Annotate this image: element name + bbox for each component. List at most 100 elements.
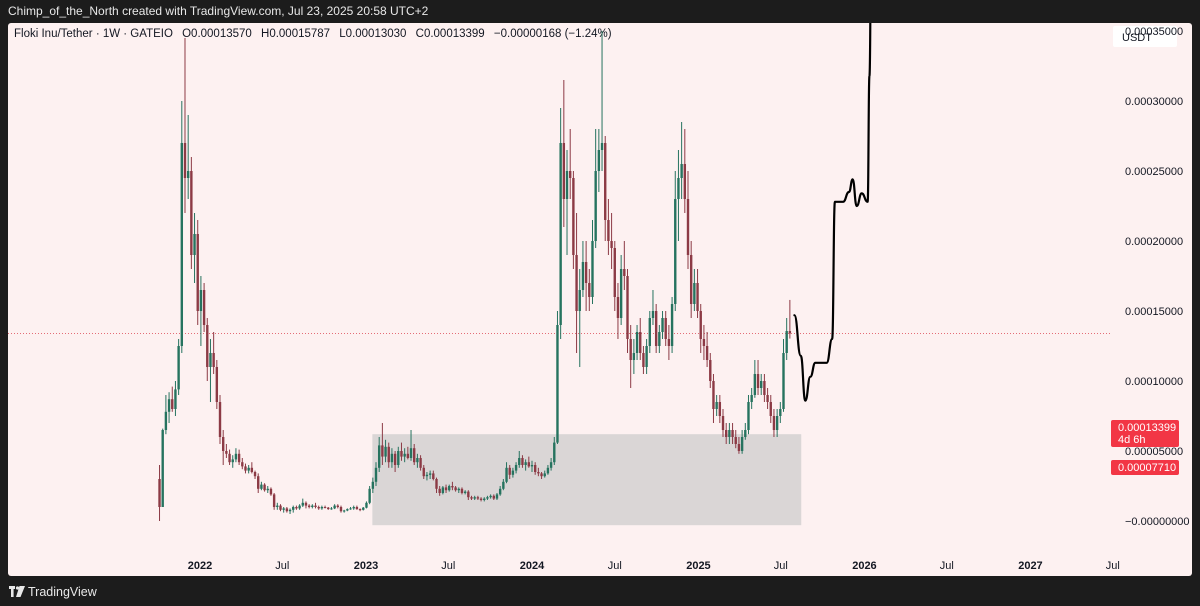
candle-body [282,508,285,510]
candle-body [527,462,531,467]
candle-body [744,430,747,437]
time-axis[interactable]: 2022 Jul 2023 Jul 2024 Jul 2025 Jul 2026 Jul 2027 J… [188,560,1120,572]
candle [588,269,591,311]
candle [604,136,607,241]
candle-body [358,509,362,511]
candle-body [225,451,228,454]
candle [760,374,763,395]
candle [272,493,276,510]
candle-body [237,453,241,463]
candle-body [524,462,527,465]
price-tick-label: 0.00025000 [1125,166,1183,178]
candle [591,220,594,304]
candle-body [269,488,273,495]
candle-body [257,476,260,489]
candle [355,505,359,510]
candle [632,339,636,374]
candle [594,129,597,248]
candle-body [212,353,215,367]
candle [540,472,543,479]
candle [180,101,184,353]
candle-body [231,459,234,463]
candle [237,449,241,465]
candle [374,462,378,486]
candle [696,269,699,318]
price-tick-label: 0.00020000 [1125,236,1183,248]
candle-body [432,473,435,479]
candle-body [244,466,247,471]
time-tick-label: Jul [940,560,954,572]
last-price-tag-bg [1111,420,1179,447]
symbol-name[interactable]: Floki Inu/Tether · 1W · GATEIO [14,28,173,40]
candle [304,501,308,509]
candle-body [645,346,648,367]
candle-body [766,395,769,402]
candle [301,498,304,507]
tradingview-brand[interactable]: TradingView [28,585,97,599]
candle [724,423,728,444]
price-chart[interactable]: 2022 Jul 2023 Jul 2024 Jul 2025 Jul 2026 Jul 2027 J… [8,23,1192,576]
candle [257,473,260,493]
candle-body [349,508,352,510]
candle-body [377,445,381,468]
candle [171,386,174,412]
candle [629,325,632,388]
chart-frame[interactable]: Floki Inu/Tether · 1W · GATEIO O0.000135… [8,23,1192,576]
candle-body [734,437,737,444]
candle [448,484,451,492]
candle [435,477,438,493]
candle [597,129,601,192]
candle [479,497,483,502]
candle-body [635,332,639,353]
candle-body [279,505,282,510]
candle [753,360,757,398]
candle [174,381,177,416]
candle [658,325,661,353]
candle-body [584,262,588,283]
candle-body [693,283,696,304]
candle-body [600,143,604,150]
candle-body [448,486,451,491]
candle [489,494,492,499]
candle [775,409,779,437]
candle [763,374,766,402]
candle-body [613,248,616,297]
candle [234,448,238,463]
candle [467,490,470,500]
candle [186,115,190,199]
candle-body [441,487,445,493]
candle [639,318,642,360]
candle [215,360,219,409]
price-axis[interactable]: USDT 0.000650000.000600000.000550000.000… [1113,23,1190,528]
candle [562,80,566,227]
candle-body [171,399,174,409]
candle [553,437,556,465]
candle-body [632,353,636,360]
candle-body [498,488,502,495]
candle-body [779,409,782,416]
candle-body [686,199,690,255]
tradingview-logo-icon[interactable] [9,586,25,597]
candle-body [419,458,422,468]
candle [779,402,782,423]
candle-body [699,311,702,339]
candle [228,449,231,465]
candle-body [616,297,620,318]
candle-body [368,488,371,503]
candle-body [594,171,597,241]
candle-body [473,497,476,499]
candle-body [629,339,632,360]
candle [400,442,403,461]
candle [362,507,365,511]
candle-body [416,458,419,463]
candle-body [724,430,728,437]
candle [419,455,422,471]
candle-body [648,318,651,346]
candle-body [651,311,655,318]
candle [241,458,244,470]
currency-label[interactable]: USDT [1122,32,1152,44]
candle [569,129,572,199]
candle-body [320,507,324,509]
candle [428,470,432,479]
candle-body [336,505,340,507]
